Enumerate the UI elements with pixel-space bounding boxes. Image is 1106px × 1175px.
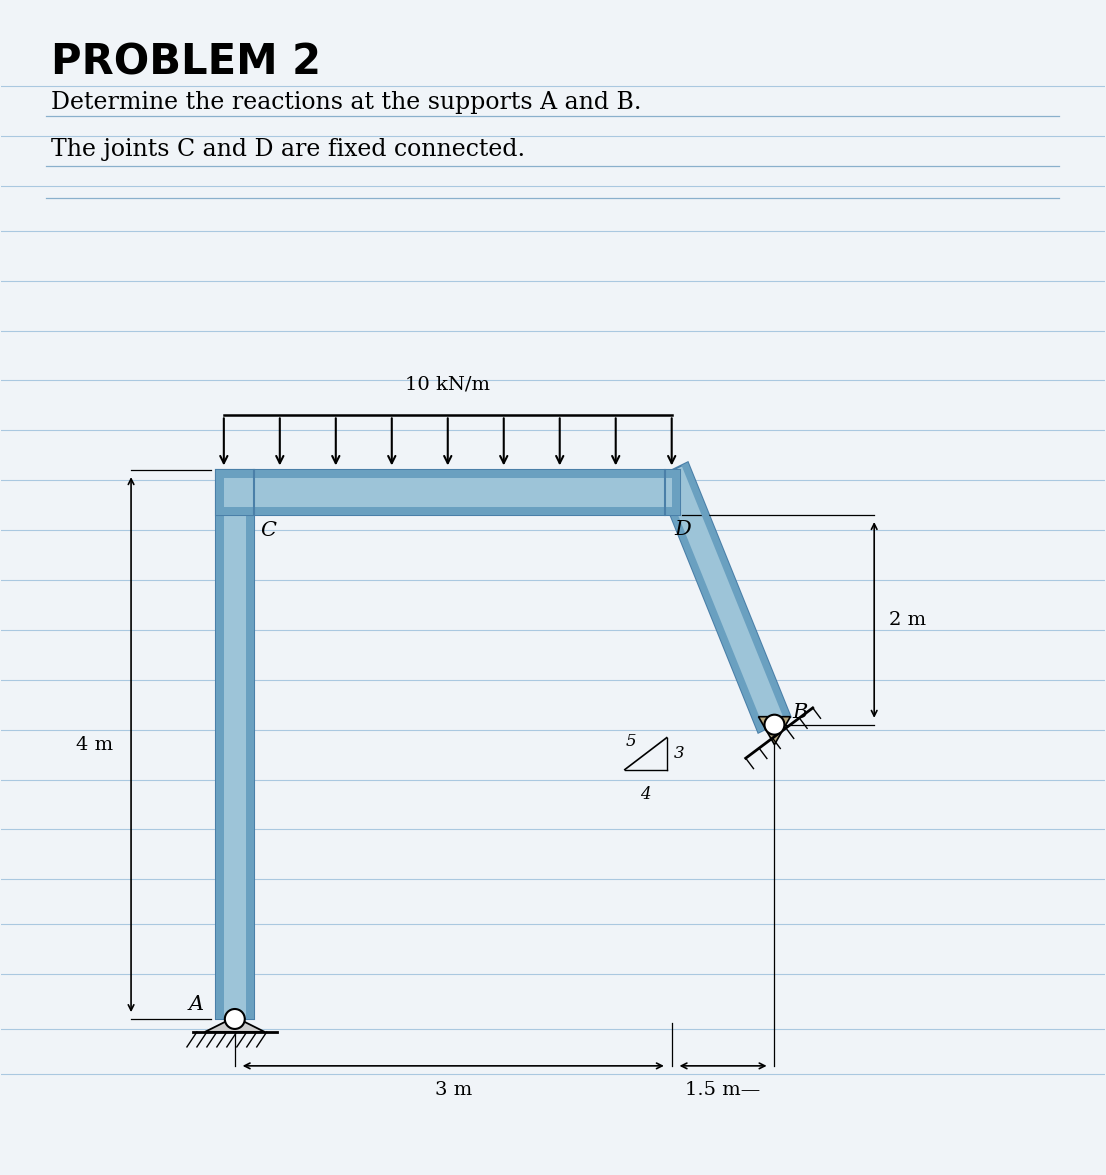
Polygon shape [216, 470, 680, 515]
Text: B: B [792, 703, 807, 723]
Text: C: C [260, 522, 275, 541]
Text: 2 m: 2 m [889, 611, 927, 629]
Polygon shape [759, 717, 791, 745]
Text: 4: 4 [640, 786, 651, 803]
Polygon shape [216, 470, 253, 1019]
Polygon shape [671, 470, 680, 515]
Text: PROBLEM 2: PROBLEM 2 [51, 41, 321, 83]
Polygon shape [216, 470, 680, 478]
Text: 3 m: 3 m [435, 1081, 472, 1099]
Text: Determine the reactions at the supports A and B.: Determine the reactions at the supports … [51, 92, 641, 114]
Text: 5: 5 [626, 733, 636, 750]
Text: 4 m: 4 m [76, 736, 113, 753]
Text: D: D [675, 521, 691, 539]
Polygon shape [681, 463, 791, 720]
Polygon shape [216, 470, 223, 1019]
Text: 3: 3 [674, 745, 685, 763]
Text: 10 kN/m: 10 kN/m [405, 376, 490, 394]
Polygon shape [216, 508, 680, 515]
Circle shape [225, 1009, 244, 1029]
Polygon shape [656, 475, 764, 732]
Text: A: A [189, 995, 204, 1014]
Text: The joints C and D are fixed connected.: The joints C and D are fixed connected. [51, 139, 525, 161]
Polygon shape [205, 1018, 264, 1032]
Circle shape [764, 714, 784, 734]
Polygon shape [246, 470, 253, 1019]
Text: 1.5 m—: 1.5 m— [686, 1081, 761, 1099]
Polygon shape [216, 470, 223, 515]
Polygon shape [656, 463, 791, 732]
